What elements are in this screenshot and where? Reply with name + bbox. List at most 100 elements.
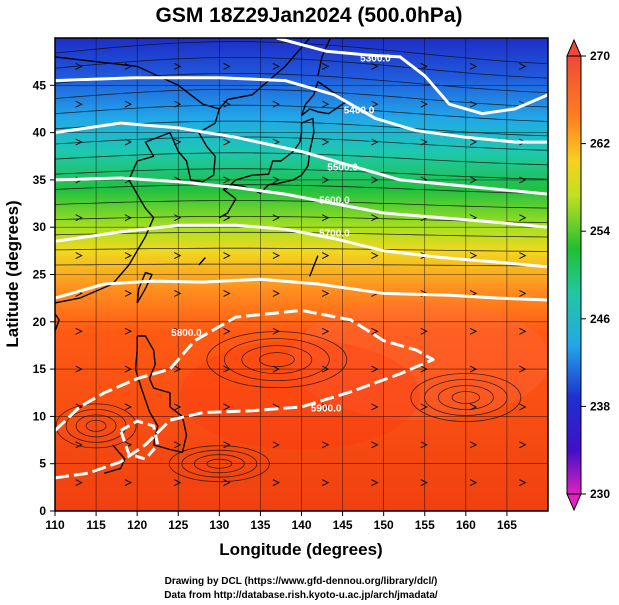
streamline [55,200,548,209]
colorbar-tick-label: 238 [590,399,610,413]
flow-arrow [272,479,280,487]
x-tick-label: 165 [497,518,517,532]
streamline-eddy [193,454,245,474]
flow-arrow [371,252,379,260]
flow-arrow [124,365,133,373]
x-axis-ticks: 110 115 120 125 130 135 140 145 150 155 160 165 [45,511,517,532]
y-axis-label: Latitude (degrees) [3,200,22,347]
contour-label: 5400.0 [344,106,375,117]
flow-arrow [469,100,478,108]
flow-arrow [223,479,231,487]
flow-arrow [371,62,379,70]
flow-arrow [321,138,330,146]
flow-arrow [420,365,428,373]
x-tick-label: 110 [45,518,65,532]
streamline [55,263,548,267]
flow-arrow [272,441,280,449]
y-tick-label: 40 [33,126,47,140]
flow-arrow [519,441,527,449]
streamline [55,104,548,122]
x-tick-label: 125 [168,518,188,532]
y-tick-label: 20 [33,315,47,329]
flow-arrow [124,289,133,297]
flow-arrow [371,441,379,449]
flow-arrow [75,138,83,146]
flow-arrow [321,176,330,184]
flow-arrow [174,403,182,411]
flow-arrow [371,327,379,335]
colorbar: 230 238 246 254 262 270 [566,38,610,512]
flow-arrow [420,479,428,487]
flow-arrow [519,365,527,373]
contour-label: 5800.0 [171,328,202,339]
streamline-eddy [55,403,137,449]
flow-arrow [371,479,379,487]
x-tick-label: 120 [127,518,147,532]
streamline-eddy [437,385,494,410]
coastline [136,271,153,304]
colorbar-tick-label: 262 [590,137,610,151]
flow-arrow [469,403,478,411]
flow-arrow [75,327,83,335]
flow-arrow [223,138,231,146]
flow-arrow [75,62,83,70]
y-tick-label: 10 [33,409,47,423]
flow-arrow [469,252,478,260]
x-tick-label: 145 [333,518,353,532]
colorbar-tick-label: 246 [590,312,610,326]
warm-patch [290,300,548,420]
flow-arrow [75,479,83,487]
flow-arrow [519,176,527,184]
flow-arrow [371,214,379,222]
flow-arrow [124,327,133,335]
coastline [218,117,315,219]
x-tick-label: 160 [456,518,476,532]
y-tick-label: 25 [33,268,47,282]
streamlines [55,41,548,487]
flow-arrow [124,138,133,146]
x-axis-label: Longitude (degrees) [219,540,382,559]
streamline-eddy [258,352,295,368]
flow-arrow [124,479,133,487]
ridge-loop-contour [119,419,160,461]
flow-arrow [223,176,231,184]
flow-arrow [519,479,527,487]
height-contour [55,76,548,144]
flow-arrow [223,214,231,222]
height-contour [55,223,548,269]
flow-arrow [124,252,133,260]
contour-label: 5700.0 [319,229,350,240]
flow-arrow [420,100,428,108]
height-contour [55,121,548,196]
flow-arrow [272,214,280,222]
y-tick-label: 30 [33,220,47,234]
coastline [317,38,331,76]
streamline-eddy [410,373,522,422]
flow-arrow [174,62,182,70]
flow-arrow [75,100,83,108]
flow-arrow [272,100,280,108]
coastline [55,312,60,332]
flow-arrow [321,62,330,70]
flow-arrow [420,441,428,449]
flow-arrow [420,138,428,146]
colorbar-max-arrow [566,38,582,57]
flow-arrow [75,365,83,373]
streamline-eddy [168,445,270,483]
streamline-eddy [75,414,117,438]
flow-arrow [272,365,280,373]
y-tick-label: 0 [39,504,46,518]
streamline-eddy [241,345,313,375]
y-tick-label: 15 [33,362,47,376]
streamline [55,57,548,79]
streamline-eddy [424,379,508,416]
height-contour [55,176,548,229]
credit-drawing: Drawing by DCL (https://www.gfd-dennou.o… [165,576,438,587]
coastline [104,444,126,474]
plot-area: 5300.0 5400.0 5500.0 5600.0 5700.0 5800.0 5900… [55,38,548,511]
streamline-eddy [85,419,107,432]
flow-arrow [174,327,182,335]
streamline [55,168,548,180]
flow-arrow [321,289,330,297]
contour-label: 5900.0 [311,404,342,415]
